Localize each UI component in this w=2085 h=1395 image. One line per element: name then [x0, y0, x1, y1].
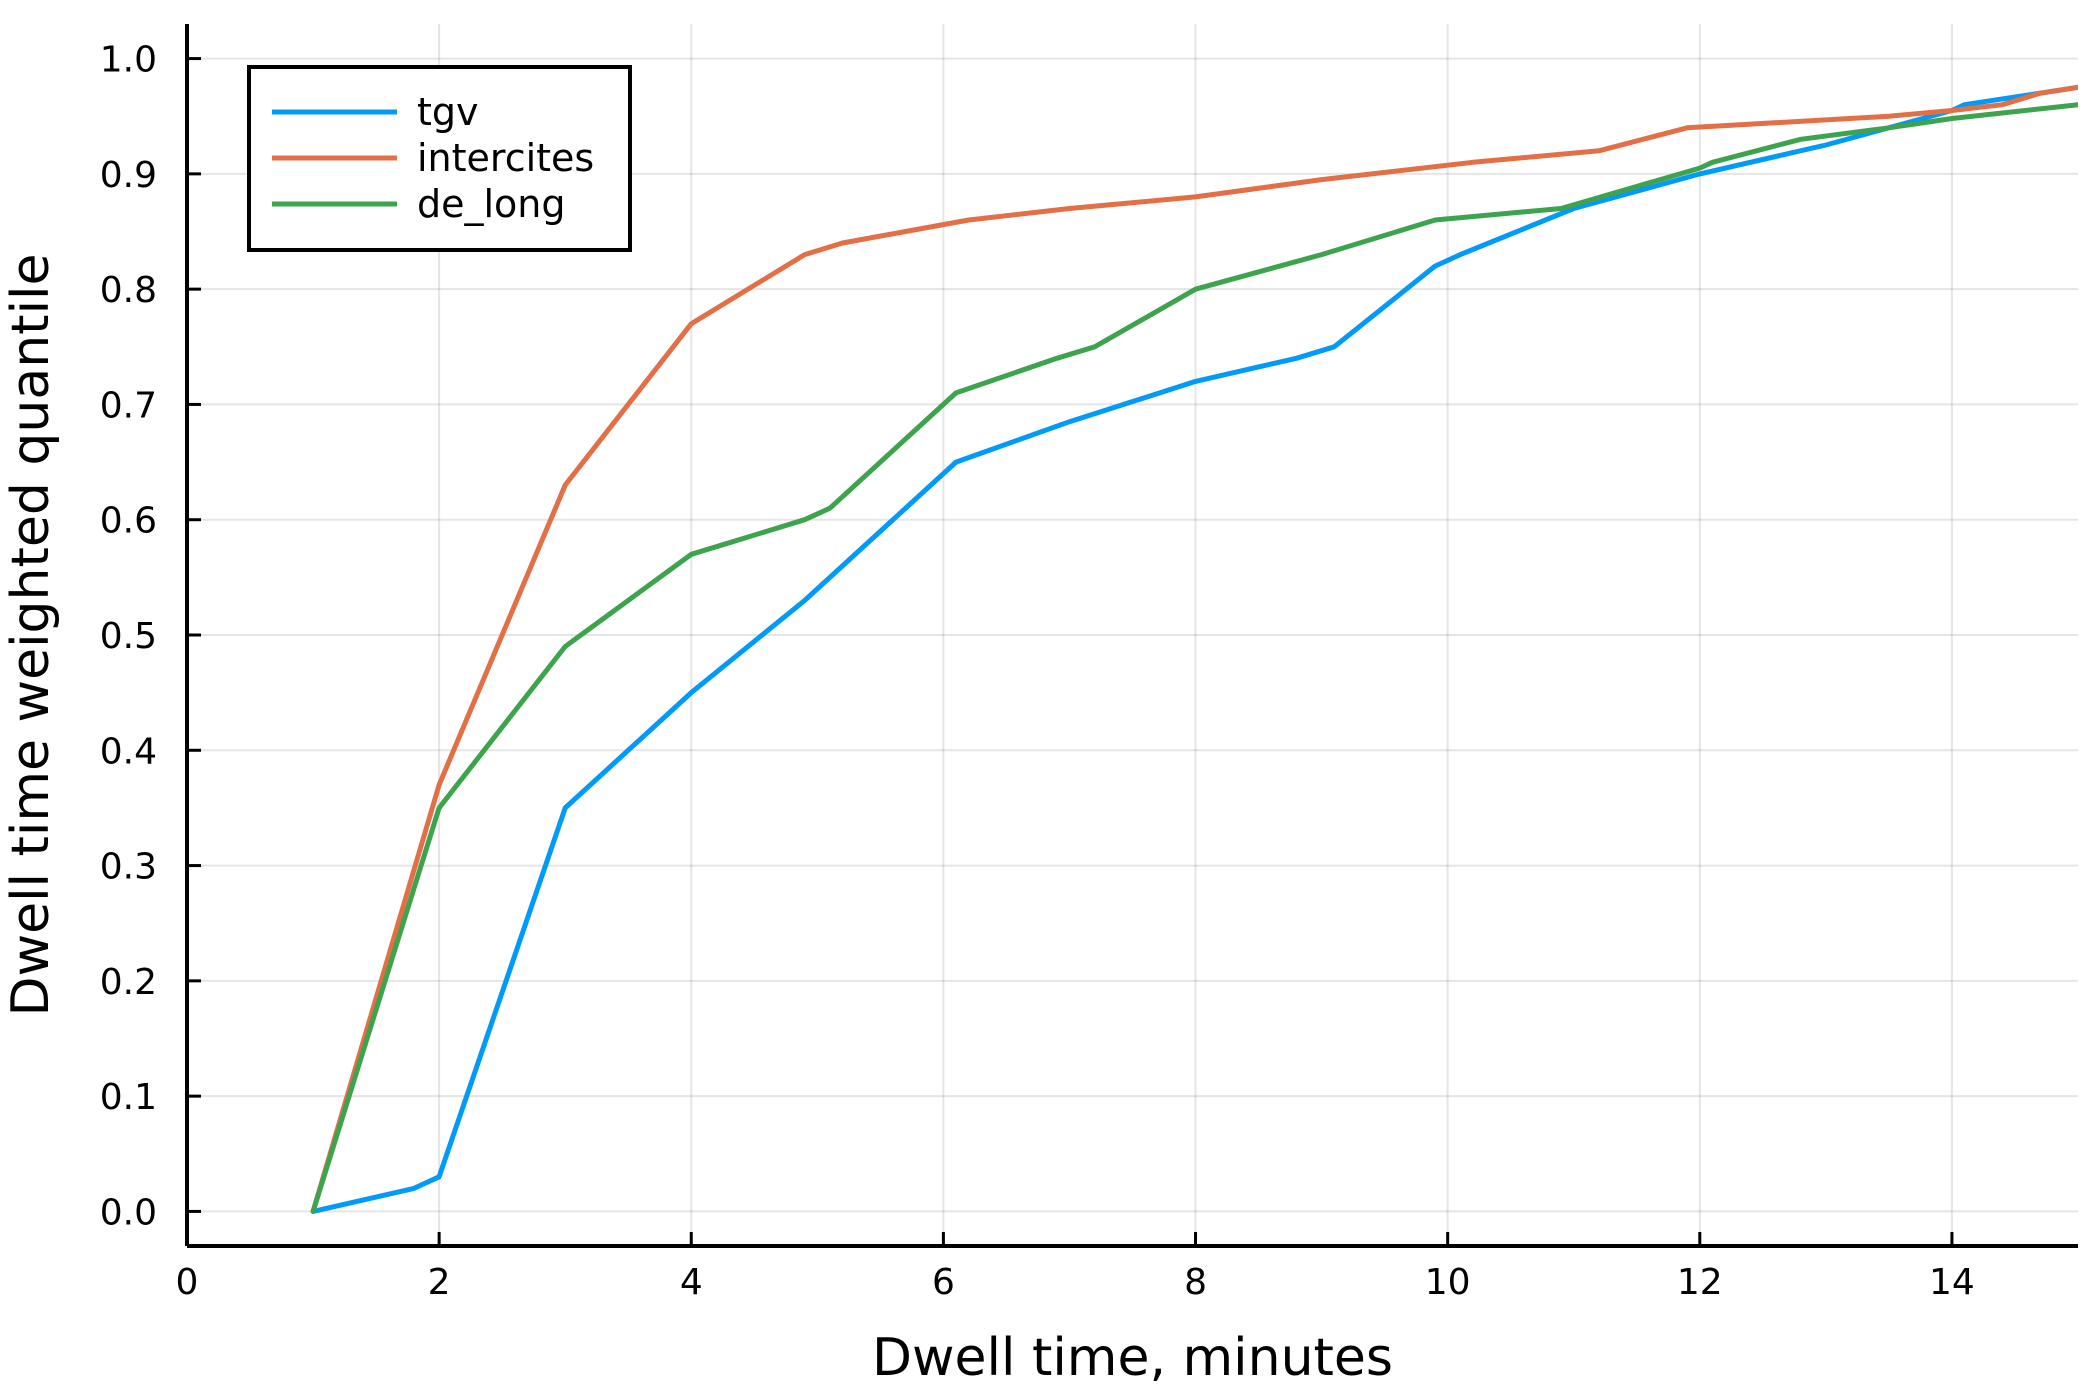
y-tick-label: 0.5 [100, 616, 157, 657]
x-tick-label: 2 [428, 1262, 451, 1303]
series-line-tgv [310, 84, 2078, 1214]
grid [187, 24, 2078, 1246]
y-tick-label: 1.0 [100, 40, 157, 81]
y-tick-label: 0.1 [100, 1077, 157, 1118]
legend-label: intercites [417, 136, 594, 180]
axes [185, 24, 2078, 1248]
y-tick-label: 0.4 [100, 731, 157, 772]
y-tick-label: 0.0 [100, 1192, 157, 1233]
legend-label: de_long [417, 182, 566, 226]
x-tick-label: 0 [176, 1262, 199, 1303]
y-tick-label: 0.8 [100, 270, 157, 311]
x-tick-label: 14 [1929, 1262, 1975, 1303]
x-tick-label: 12 [1677, 1262, 1723, 1303]
x-tick-label: 8 [1184, 1262, 1207, 1303]
y-axis-label: Dwell time weighted quantile [1, 254, 61, 1017]
y-tick-label: 0.2 [100, 962, 157, 1003]
series-line-intercites [310, 84, 2078, 1214]
x-tick-label: 10 [1425, 1262, 1471, 1303]
y-tick-label: 0.6 [100, 501, 157, 542]
x-tick-label: 4 [680, 1262, 703, 1303]
y-tick-label: 0.3 [100, 847, 157, 888]
y-tick-label: 0.7 [100, 385, 157, 426]
legend-label: tgv [417, 90, 479, 134]
series-lines [310, 84, 2078, 1214]
tick-labels: 0 2 4 6 8 10 12 14 0.0 0.1 0.2 0.3 0.4 0.5 0.6 0.7 0.8 0.… [100, 40, 1975, 1303]
y-tick-label: 0.9 [100, 155, 157, 196]
x-axis-label: Dwell time, minutes [872, 1328, 1393, 1388]
x-tick-label: 6 [932, 1262, 955, 1303]
series-line-de-long [310, 102, 2078, 1214]
